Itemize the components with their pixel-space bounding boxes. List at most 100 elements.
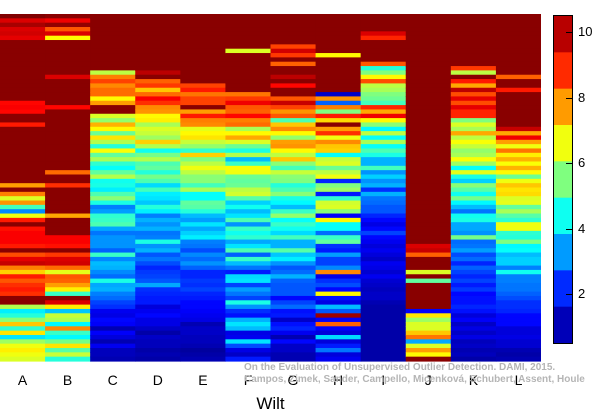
heatmap-cell (0, 252, 46, 258)
heatmap-cell (135, 343, 181, 349)
heatmap-cell (405, 109, 452, 115)
heatmap-cell (495, 274, 541, 280)
heatmap-cell (225, 256, 272, 262)
heatmap-cell (495, 48, 541, 54)
heatmap-cell (360, 22, 407, 28)
heatmap-cell (0, 178, 46, 184)
colorbar-tick-label: 10 (578, 24, 593, 40)
colorbar-band (554, 197, 572, 235)
heatmap-cell (405, 248, 452, 254)
heatmap-cell (315, 96, 362, 102)
heatmap-cell (360, 139, 407, 145)
heatmap-cell (405, 40, 452, 45)
heatmap-cell (360, 57, 407, 63)
heatmap-cell (495, 343, 541, 349)
heatmap-cell (225, 278, 272, 284)
heatmap-cell (315, 170, 362, 176)
heatmap-cell (90, 40, 136, 45)
heatmap-cell (315, 92, 362, 98)
heatmap-cell (270, 118, 317, 124)
heatmap-cell (45, 109, 91, 115)
heatmap-cell (450, 343, 497, 349)
heatmap-cell (450, 61, 497, 67)
colorbar-tick-label: 6 (578, 155, 586, 171)
heatmap-cell (180, 300, 227, 306)
colorbar-band (554, 52, 572, 90)
heatmap-cell (90, 343, 136, 349)
heatmap-cell (0, 118, 46, 124)
heatmap-cell (45, 282, 91, 288)
heatmap-cell (450, 74, 497, 80)
x-tick-label: C (107, 372, 118, 388)
heatmap-cell (0, 334, 46, 340)
heatmap-cell (270, 343, 317, 349)
heatmap-cell (450, 131, 497, 137)
heatmap-cell (405, 339, 452, 345)
heatmap-cell (450, 287, 497, 293)
heatmap-cell (0, 14, 46, 19)
heatmap-cell (90, 178, 136, 184)
heatmap-cell (135, 347, 181, 353)
heatmap-cell (450, 252, 497, 258)
heatmap-cell (405, 174, 452, 180)
heatmap-cell (0, 243, 46, 249)
heatmap-cell (315, 118, 362, 124)
heatmap-cell (225, 18, 272, 24)
heatmap-cell (405, 118, 452, 124)
heatmap-cell (90, 183, 136, 189)
heatmap-cell (405, 200, 452, 206)
heatmap-cell (360, 74, 407, 80)
heatmap-cell (135, 148, 181, 154)
heatmap-cell (225, 96, 272, 102)
colorbar-band (554, 270, 572, 308)
heatmap-cell (45, 139, 91, 145)
heatmap-cell (450, 278, 497, 284)
heatmap-cell (45, 148, 91, 154)
heatmap-cell (315, 300, 362, 306)
heatmap-cell (225, 352, 272, 358)
heatmap-cell (45, 135, 91, 141)
heatmap-cell (495, 161, 541, 167)
heatmap-cell (180, 204, 227, 210)
heatmap-column-A (0, 14, 46, 362)
heatmap-cell (495, 122, 541, 128)
heatmap-cell (495, 200, 541, 206)
heatmap-cell (45, 265, 91, 271)
heatmap-cell (225, 347, 272, 353)
heatmap-cell (315, 317, 362, 323)
heatmap-cell (405, 139, 452, 145)
heatmap-cell (45, 14, 91, 19)
heatmap-cell (135, 274, 181, 280)
heatmap-cell (270, 230, 317, 236)
heatmap-cell (45, 187, 91, 193)
heatmap-cell (90, 274, 136, 280)
heatmap-cell (405, 326, 452, 332)
heatmap-cell (45, 178, 91, 184)
heatmap-cell (360, 83, 407, 89)
heatmap-cell (225, 157, 272, 163)
heatmap-cell (360, 170, 407, 176)
heatmap-column-L (495, 14, 541, 362)
heatmap-cell (225, 53, 272, 58)
heatmap-cell (315, 48, 362, 54)
heatmap-cell (495, 22, 541, 28)
heatmap-cell (360, 31, 407, 37)
heatmap-cell (180, 187, 227, 193)
heatmap-cell (315, 131, 362, 137)
heatmap-cell (450, 200, 497, 206)
heatmap-cell (270, 256, 317, 262)
heatmap-cell (450, 48, 497, 54)
heatmap-cell (450, 222, 497, 228)
heatmap-cell (270, 70, 317, 76)
heatmap-cell (405, 131, 452, 137)
heatmap-cell (315, 209, 362, 215)
heatmap-cell (45, 326, 91, 332)
heatmap-cell (495, 53, 541, 58)
heatmap-cell (270, 135, 317, 141)
heatmap-cell (405, 161, 452, 167)
heatmap-cell (270, 317, 317, 323)
heatmap-cell (45, 317, 91, 323)
heatmap-cell (405, 14, 452, 19)
heatmap-cell (315, 256, 362, 262)
heatmap-cell (225, 209, 272, 215)
